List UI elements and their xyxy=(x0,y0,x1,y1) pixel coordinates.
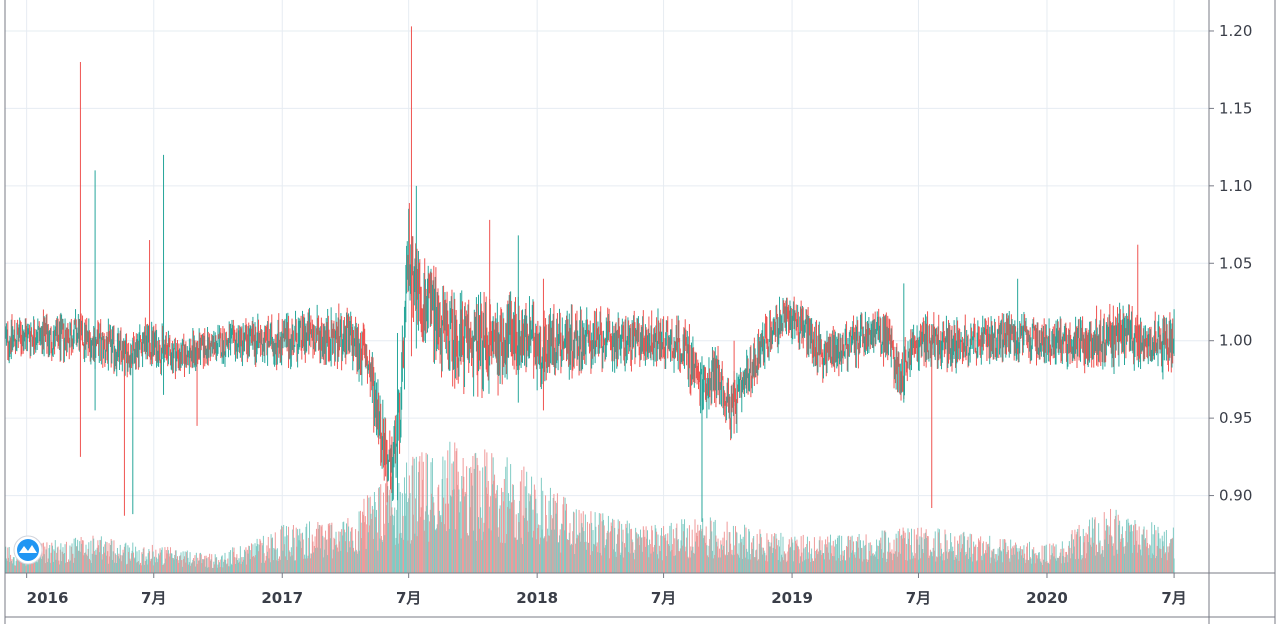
time-tick-label: 2016 xyxy=(27,589,69,607)
time-tick-label: 7月 xyxy=(396,589,421,607)
price-tick-label: 1.00 xyxy=(1219,332,1252,350)
price-tick-label: 1.10 xyxy=(1219,177,1252,195)
price-tick-label: 1.15 xyxy=(1219,99,1252,117)
time-tick-label: 2018 xyxy=(516,589,558,607)
price-tick-label: 1.20 xyxy=(1219,22,1252,40)
time-tick-label: 2020 xyxy=(1026,589,1068,607)
price-tick-label: 0.95 xyxy=(1219,409,1252,427)
price-tick-label: 0.90 xyxy=(1219,487,1252,505)
price-axis[interactable]: 0.90 0.95 1.00 1.05 1.10 1.15 1.20 xyxy=(1209,22,1252,505)
logo-inner-circle xyxy=(17,539,39,561)
price-tick-label: 1.05 xyxy=(1219,254,1252,272)
logo-wave xyxy=(19,545,37,553)
tradingview-logo-icon[interactable] xyxy=(13,535,43,565)
chart-frame xyxy=(4,0,1276,624)
time-tick-label: 7月 xyxy=(1161,589,1186,607)
grid-lines xyxy=(5,0,1209,573)
time-axis[interactable]: 2016 7月 2017 7月 2018 7月 2019 7月 2020 7月 xyxy=(26,573,1187,607)
time-tick-label: 2019 xyxy=(771,589,813,607)
time-tick-label: 2017 xyxy=(261,589,303,607)
price-candles xyxy=(4,26,1175,522)
time-tick-label: 7月 xyxy=(651,589,676,607)
volume-bars xyxy=(4,441,1175,573)
time-tick-label: 7月 xyxy=(141,589,166,607)
time-tick-label: 7月 xyxy=(906,589,931,607)
